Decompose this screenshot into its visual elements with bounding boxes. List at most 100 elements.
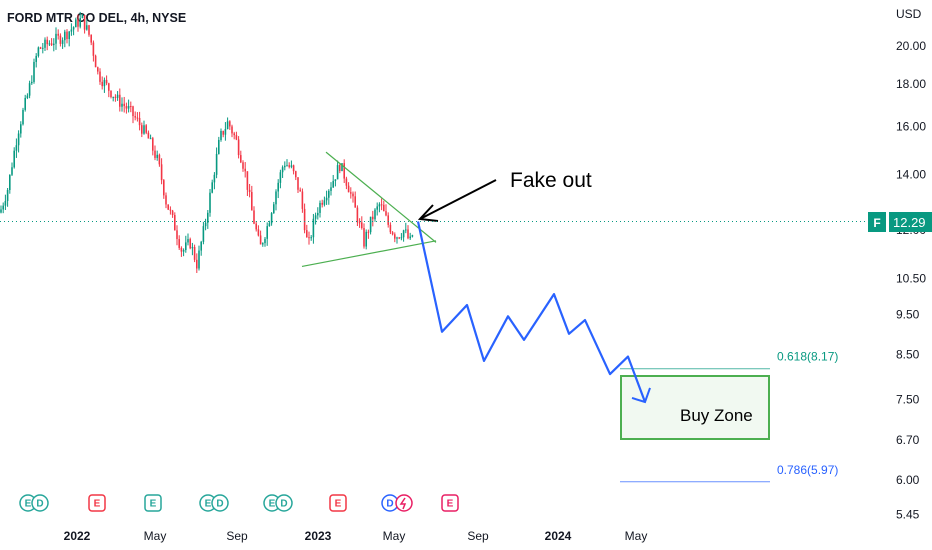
y-tick-label: 10.50 (896, 271, 926, 285)
candle-body (321, 202, 323, 205)
buy-zone (620, 375, 770, 440)
candle-body (411, 235, 414, 237)
candle-body (297, 177, 299, 190)
candle-body (237, 139, 240, 156)
event-marker: E (144, 494, 162, 512)
candle-body (268, 223, 271, 227)
candle-body (224, 129, 227, 135)
candle-body (61, 40, 64, 44)
event-box (88, 494, 106, 512)
candle-body (308, 237, 310, 239)
candle-body (39, 47, 42, 49)
candle-body (295, 171, 297, 178)
candle-body (114, 96, 117, 98)
triangle-upper-line (325, 151, 437, 243)
candle-body (281, 167, 284, 173)
candle-body (165, 195, 167, 205)
candle-body (26, 95, 29, 98)
candle-body (92, 42, 95, 56)
candle-body (189, 239, 191, 249)
candle-body (57, 33, 59, 36)
candle-body (405, 229, 407, 231)
split-icon (399, 497, 407, 510)
candle-body (312, 218, 315, 238)
candle-body (42, 47, 44, 49)
candle-body (134, 116, 136, 118)
candle-body (209, 192, 211, 213)
candle-body (35, 55, 37, 62)
candle-body (255, 223, 257, 230)
candle-body (15, 145, 18, 151)
candle-body (231, 126, 233, 134)
fake-out-label: Fake out (510, 169, 592, 192)
x-tick-label: May (383, 529, 406, 543)
candle-body (273, 204, 275, 214)
candle-body (101, 81, 103, 87)
candle-body (17, 133, 20, 146)
candle-body (226, 121, 229, 130)
candle-body (347, 185, 350, 193)
candle-body (306, 230, 308, 238)
candle-body (299, 189, 301, 192)
candle-body (330, 187, 332, 191)
event-letter: D (216, 499, 223, 510)
y-tick-label: 16.00 (896, 119, 926, 133)
candle-body (356, 207, 359, 223)
candle-body (123, 103, 125, 107)
candle-body (97, 67, 99, 72)
fake-out-arrow (417, 179, 497, 222)
candle-body (211, 182, 213, 193)
candle-body (88, 25, 90, 35)
event-marker: D (381, 494, 413, 512)
x-tick-label: May (625, 529, 648, 543)
projection-arrow-head (631, 387, 651, 404)
candle-body (200, 241, 202, 251)
candle-body (178, 239, 180, 248)
buy-zone-label: Buy Zone (680, 406, 753, 425)
event-letter: E (269, 499, 276, 510)
candle-body (389, 224, 392, 233)
candle-body (110, 90, 112, 98)
candle-body (240, 155, 242, 163)
candle-body (288, 165, 290, 167)
candle-body (191, 247, 194, 249)
candle-body (66, 31, 68, 40)
candle-body (196, 259, 198, 269)
candle-body (204, 222, 207, 227)
y-tick-label: 7.50 (896, 393, 920, 407)
candle-body (398, 237, 400, 239)
candle-body (68, 31, 70, 40)
last-price-badge: F 12.29 (868, 212, 932, 232)
last-price-symbol: F (873, 216, 880, 230)
y-tick-label: 6.70 (896, 433, 920, 447)
event-letter: E (205, 499, 212, 510)
candle-body (46, 39, 48, 45)
event-circle (275, 494, 293, 512)
candle-body (81, 15, 84, 19)
candle-body (0, 209, 2, 213)
candle-body (44, 39, 46, 48)
candle-body (220, 130, 222, 140)
candle-body (116, 94, 119, 98)
buy-zone-box (620, 375, 770, 440)
candle-body (33, 61, 35, 82)
candle-body (193, 247, 196, 260)
event-letter: D (36, 499, 43, 510)
candle-body (136, 117, 139, 119)
candle-body (79, 18, 81, 27)
candle-body (290, 165, 293, 167)
event-letter: D (386, 499, 393, 510)
candle-body (187, 239, 189, 243)
candle-body (174, 215, 176, 231)
candle-body (171, 210, 174, 216)
candle-body (72, 27, 75, 30)
candle-body (75, 19, 77, 28)
candle-body (233, 133, 235, 136)
candle-body (77, 19, 79, 27)
candle-body (402, 230, 405, 238)
event-marker: E (88, 494, 106, 512)
